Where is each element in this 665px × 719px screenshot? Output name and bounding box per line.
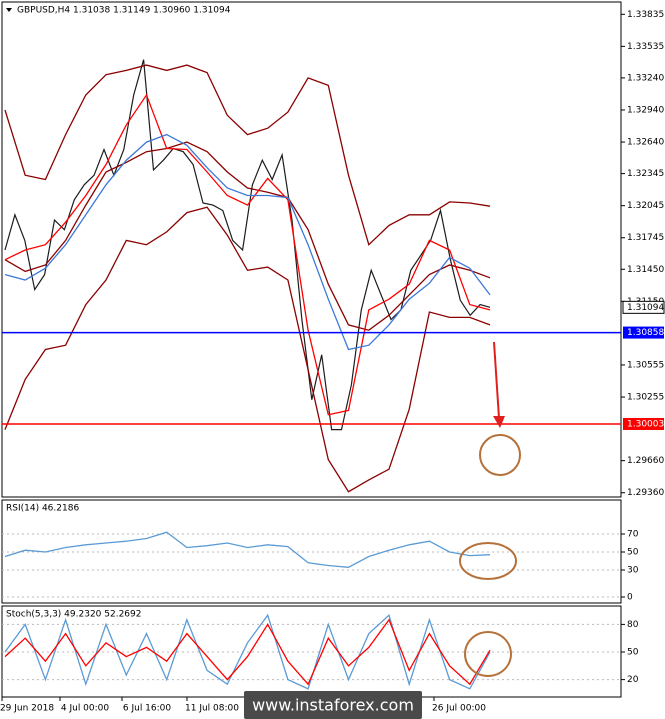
series-line [4, 206, 491, 493]
x-tick-label: 26 Jul 00:00 [432, 704, 486, 714]
rsi-circle [459, 542, 517, 580]
target-circle [479, 434, 521, 476]
stoch-circle [464, 631, 512, 677]
x-tick-label: 11 Jul 08:00 [185, 704, 239, 714]
y-tick-label: 1.31745 [627, 233, 664, 243]
x-tick-label: 29 Jun 2018 [0, 704, 54, 714]
stoch-title: Stoch(5,3,3) 49.2320 52.2692 [6, 610, 141, 620]
y-tick-label: 0 [627, 593, 633, 603]
y-tick-label: 20 [627, 675, 639, 685]
y-tick-label: 30 [627, 566, 639, 576]
y-tick-label: 80 [627, 620, 639, 630]
watermark: www.instaforex.com [252, 696, 414, 715]
y-tick-label: 1.33240 [627, 73, 664, 83]
y-tick-label: 1.32940 [627, 105, 664, 115]
price-box [622, 300, 665, 314]
y-tick-label: 70 [627, 530, 639, 540]
y-tick-label: 1.33535 [627, 42, 664, 52]
panel-icon [6, 8, 12, 12]
series-line [4, 613, 491, 690]
series-line [4, 64, 491, 246]
x-tick-label: 4 Jul 00:00 [61, 704, 110, 714]
level-label: 1.30858 [627, 328, 664, 338]
y-tick-label: 1.32345 [627, 169, 664, 179]
annotations [459, 341, 521, 677]
y-tick-label: 1.31450 [627, 265, 664, 275]
level-label: 1.30003 [627, 419, 664, 429]
series-line [4, 531, 491, 568]
arrow-head [493, 416, 505, 428]
arrow-line [493, 341, 500, 419]
price-label: 1.31094 [627, 303, 664, 313]
rsi-title: RSI(14) 46.2186 [6, 504, 79, 514]
y-tick-label: 1.29360 [627, 488, 664, 498]
series-line [4, 133, 491, 351]
x-tick-label: 6 Jul 16:00 [123, 704, 172, 714]
series-line [4, 141, 491, 331]
series-line [4, 618, 491, 686]
y-tick-label: 50 [627, 548, 639, 558]
y-tick-label: 1.32045 [627, 201, 664, 211]
watermark-bg [244, 691, 422, 719]
y-tick-label: 50 [627, 648, 639, 658]
price-panel [1, 1, 622, 498]
y-tick-label: 1.33835 [627, 10, 664, 20]
y-tick-label: 1.32640 [627, 138, 664, 148]
y-tick-label: 1.29660 [627, 456, 664, 466]
series-line [4, 59, 491, 431]
y-tick-label: 1.30555 [627, 360, 664, 370]
level-box [623, 417, 664, 430]
chart-title: GBPUSD,H4 1.31038 1.31149 1.30960 1.3109… [17, 6, 231, 16]
series-line [4, 93, 491, 416]
level-box [623, 326, 664, 339]
y-tick-label: 1.30255 [627, 393, 664, 403]
